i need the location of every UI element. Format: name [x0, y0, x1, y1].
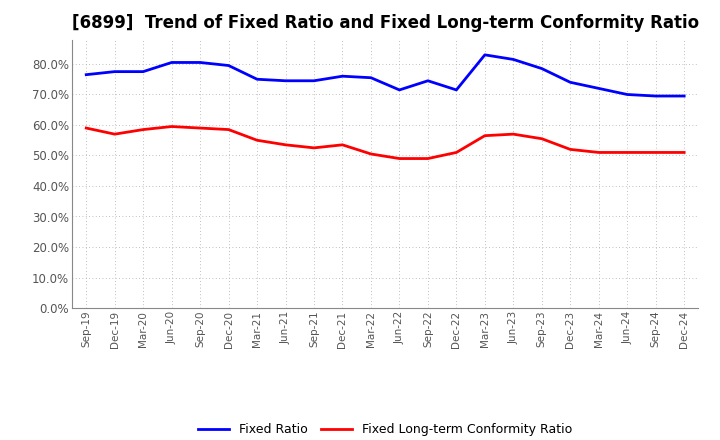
Title: [6899]  Trend of Fixed Ratio and Fixed Long-term Conformity Ratio: [6899] Trend of Fixed Ratio and Fixed Lo… [71, 15, 699, 33]
Fixed Long-term Conformity Ratio [110, 132, 119, 137]
Fixed Long-term Conformity Ratio [623, 150, 631, 155]
Fixed Ratio [366, 75, 375, 81]
Fixed Ratio [253, 77, 261, 82]
Fixed Ratio [82, 72, 91, 77]
Fixed Ratio [395, 87, 404, 92]
Fixed Ratio [167, 60, 176, 65]
Fixed Ratio [196, 60, 204, 65]
Fixed Long-term Conformity Ratio [366, 151, 375, 157]
Fixed Long-term Conformity Ratio [566, 147, 575, 152]
Fixed Ratio [480, 52, 489, 58]
Fixed Long-term Conformity Ratio [595, 150, 603, 155]
Fixed Long-term Conformity Ratio [652, 150, 660, 155]
Fixed Long-term Conformity Ratio [680, 150, 688, 155]
Fixed Ratio [595, 86, 603, 91]
Fixed Long-term Conformity Ratio [537, 136, 546, 141]
Fixed Ratio [310, 78, 318, 84]
Fixed Long-term Conformity Ratio [310, 145, 318, 150]
Line: Fixed Long-term Conformity Ratio: Fixed Long-term Conformity Ratio [86, 127, 684, 158]
Fixed Long-term Conformity Ratio [139, 127, 148, 132]
Fixed Ratio [225, 63, 233, 68]
Fixed Long-term Conformity Ratio [480, 133, 489, 138]
Fixed Long-term Conformity Ratio [452, 150, 461, 155]
Legend: Fixed Ratio, Fixed Long-term Conformity Ratio: Fixed Ratio, Fixed Long-term Conformity … [193, 418, 577, 440]
Fixed Long-term Conformity Ratio [196, 125, 204, 131]
Fixed Ratio [423, 78, 432, 84]
Fixed Ratio [338, 73, 347, 79]
Fixed Long-term Conformity Ratio [338, 142, 347, 147]
Fixed Long-term Conformity Ratio [225, 127, 233, 132]
Fixed Long-term Conformity Ratio [282, 142, 290, 147]
Fixed Ratio [509, 57, 518, 62]
Fixed Ratio [452, 87, 461, 92]
Fixed Ratio [139, 69, 148, 74]
Fixed Ratio [680, 93, 688, 99]
Fixed Ratio [537, 66, 546, 71]
Fixed Ratio [623, 92, 631, 97]
Fixed Long-term Conformity Ratio [509, 132, 518, 137]
Fixed Long-term Conformity Ratio [82, 125, 91, 131]
Fixed Long-term Conformity Ratio [253, 138, 261, 143]
Fixed Ratio [566, 80, 575, 85]
Fixed Long-term Conformity Ratio [167, 124, 176, 129]
Line: Fixed Ratio: Fixed Ratio [86, 55, 684, 96]
Fixed Long-term Conformity Ratio [395, 156, 404, 161]
Fixed Ratio [110, 69, 119, 74]
Fixed Long-term Conformity Ratio [423, 156, 432, 161]
Fixed Ratio [652, 93, 660, 99]
Fixed Ratio [282, 78, 290, 84]
